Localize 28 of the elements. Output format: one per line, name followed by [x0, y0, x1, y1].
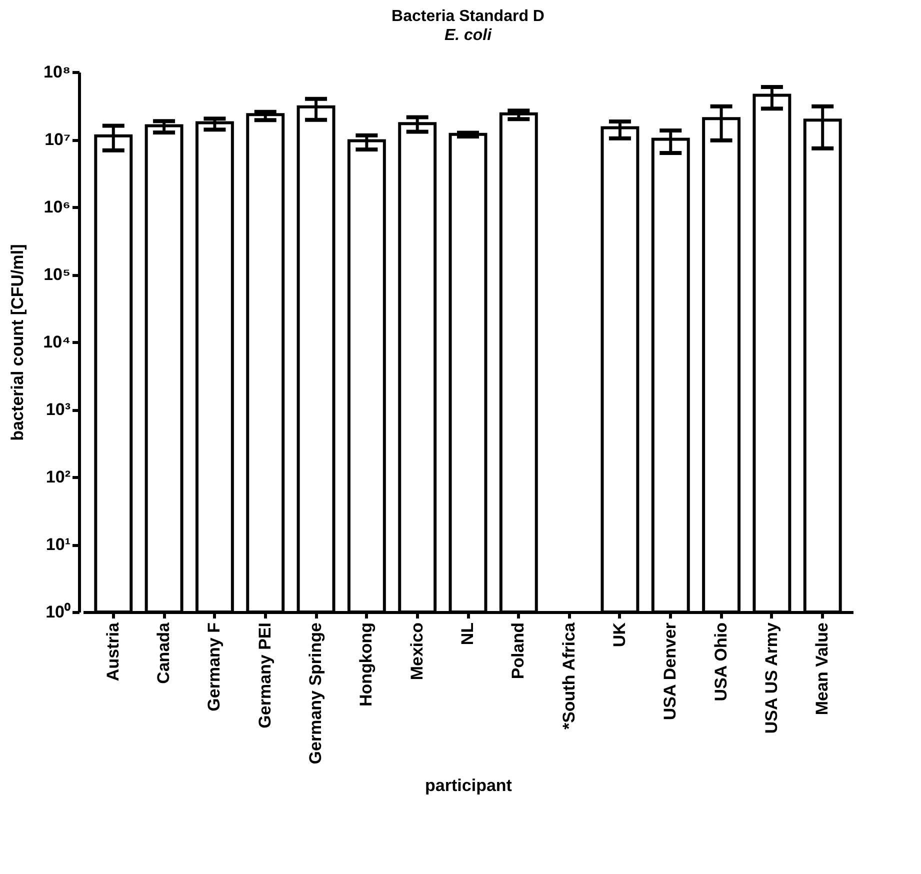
x-tick-label: USA US Army [762, 622, 781, 734]
y-tick-label: 10⁴ [43, 332, 70, 352]
y-tick-label: 10⁵ [44, 265, 70, 284]
y-axis-title: bacterial count [CFU/ml] [8, 244, 28, 441]
x-tick-label: NL [458, 622, 477, 646]
chart-subtitle: E. coli [444, 27, 492, 44]
x-tick-label: Austria [103, 622, 122, 682]
x-tick-label: *South Africa [559, 622, 578, 730]
y-tick-label: 10⁶ [44, 198, 70, 216]
x-tick-label: Germany PEI [255, 622, 274, 728]
chart-title: Bacteria Standard D [392, 8, 544, 25]
y-tick-label: 10³ [46, 400, 71, 419]
x-tick-label: Germany Springe [306, 622, 326, 764]
y-tick-label: 10⁸ [44, 62, 70, 82]
x-axis-title: participant [425, 776, 512, 796]
x-tick-label: Hongkong [356, 622, 376, 707]
x-tick-label: Mean Value [812, 622, 832, 716]
x-tick-label: Mexico [407, 622, 426, 680]
x-tick-label: UK [610, 622, 629, 648]
x-tick-label: USA Denver [660, 622, 680, 720]
x-tick-label: USA Ohio [711, 622, 730, 702]
x-tick-label: Canada [154, 622, 174, 684]
y-tick-label: 10² [46, 468, 71, 486]
x-tick-label: Poland [508, 622, 528, 680]
y-tick-label: 10⁰ [46, 602, 70, 622]
y-tick-label: 10¹ [46, 535, 71, 554]
y-tick-label: 10⁷ [44, 130, 70, 149]
x-tick-label: Germany F [204, 622, 224, 712]
